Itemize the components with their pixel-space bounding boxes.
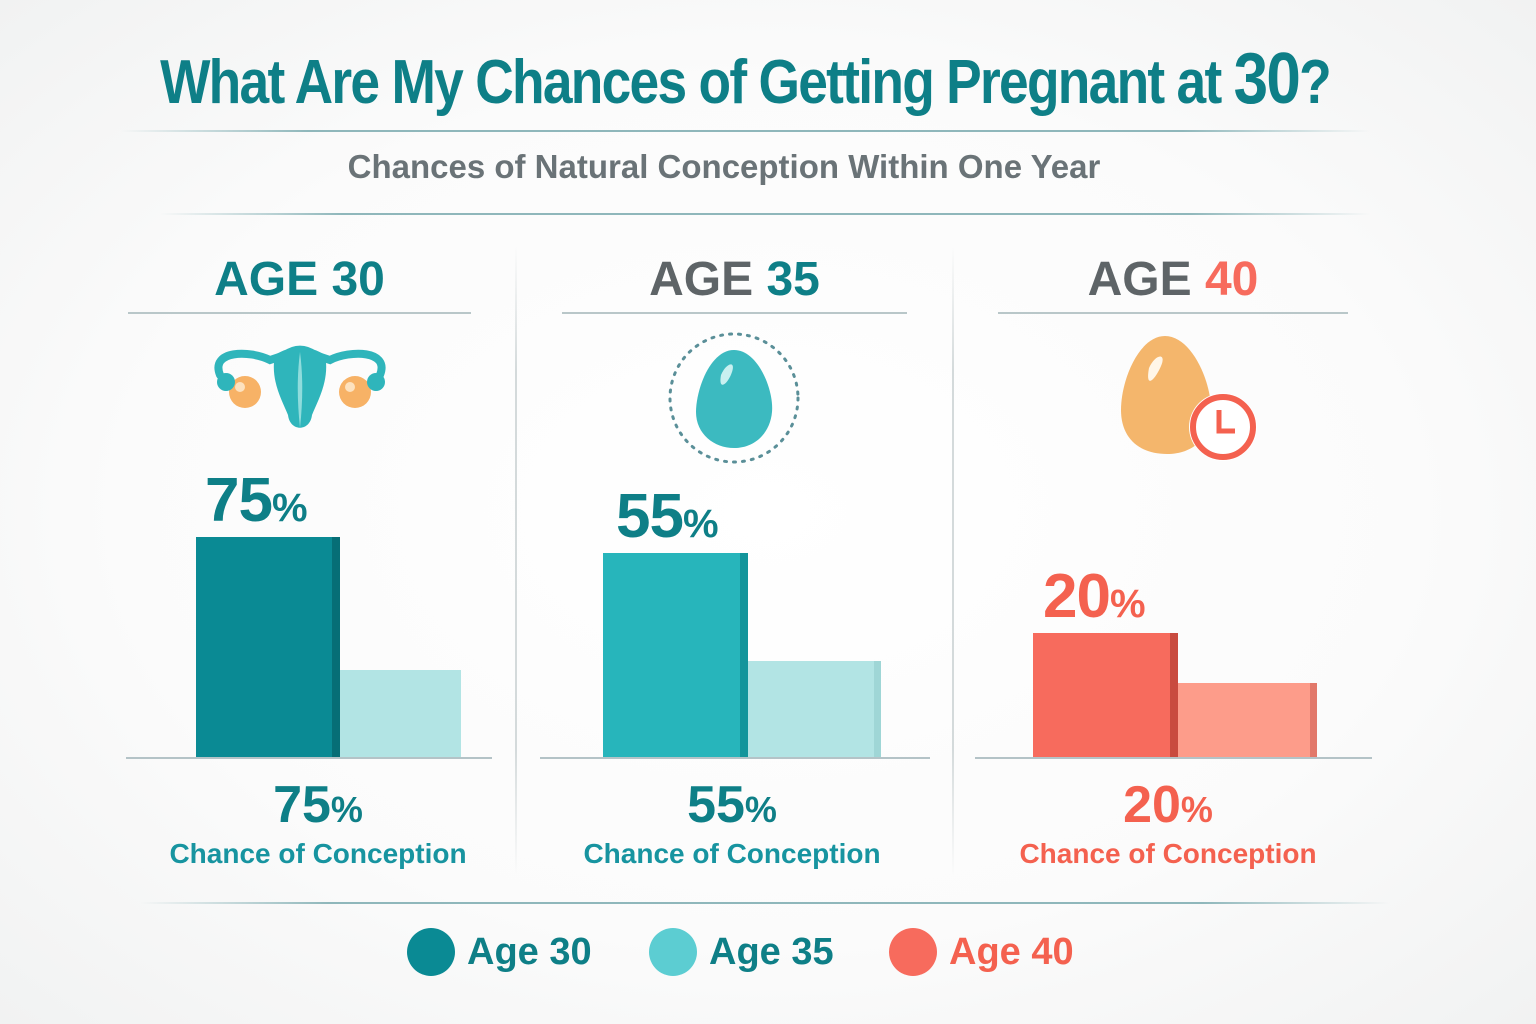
egg-clock-icon (1121, 336, 1257, 461)
panel-heading-age-40: AGE 40 (1087, 253, 1259, 306)
bar-value-label-age-30: 75% (205, 465, 308, 535)
stat-age-35: 55% (687, 776, 777, 834)
title-number: 30 (1233, 39, 1301, 119)
legend-swatch (889, 928, 937, 976)
subtitle: Chances of Natural Conception Within One… (347, 148, 1101, 185)
panel-divider (515, 245, 517, 875)
heading-rule (998, 312, 1348, 314)
legend-item-age-30: Age 30 (407, 928, 592, 976)
legend-item-age-40: Age 40 (889, 928, 1074, 976)
legend-divider (140, 902, 1390, 904)
caption-age-30: Chance of Conception (169, 838, 467, 869)
legend-item-age-35: Age 35 (649, 928, 834, 976)
baseline (126, 757, 492, 759)
heading-rule (562, 312, 907, 314)
subtitle-divider (160, 213, 1370, 215)
stat-age-40: 20% (1123, 776, 1213, 834)
secondary-bar-age-30 (340, 669, 461, 758)
title-divider (120, 130, 1370, 132)
panel-heading-age-30: AGE 30 (214, 253, 385, 306)
bar-value-label-age-35: 55% (616, 481, 719, 551)
bar-value-label-age-40: 20% (1043, 562, 1146, 631)
legend-swatch (649, 928, 697, 976)
page-title: What Are My Chances of Getting Pregnant … (104, 38, 1385, 120)
uterus-icon (214, 345, 386, 428)
panel-divider (952, 245, 954, 875)
title-text: What Are My Chances of Getting Pregnant … (160, 48, 1222, 117)
secondary-bar-age-35 (748, 661, 881, 758)
bar-age-30 (196, 536, 340, 758)
heading-rule (128, 312, 471, 314)
caption-age-40: Chance of Conception (1019, 838, 1317, 869)
panel-heading-age-35: AGE 35 (649, 253, 820, 306)
egg-icon (668, 332, 800, 464)
bar-age-40 (1033, 633, 1178, 758)
baseline (975, 757, 1372, 759)
bar-age-35 (603, 552, 748, 758)
caption-age-35: Chance of Conception (583, 838, 881, 869)
stat-age-30: 75% (273, 776, 363, 834)
title-suffix: ? (1299, 48, 1332, 117)
baseline (540, 757, 930, 759)
secondary-bar-age-40 (1178, 683, 1317, 758)
legend-swatch (407, 928, 455, 976)
